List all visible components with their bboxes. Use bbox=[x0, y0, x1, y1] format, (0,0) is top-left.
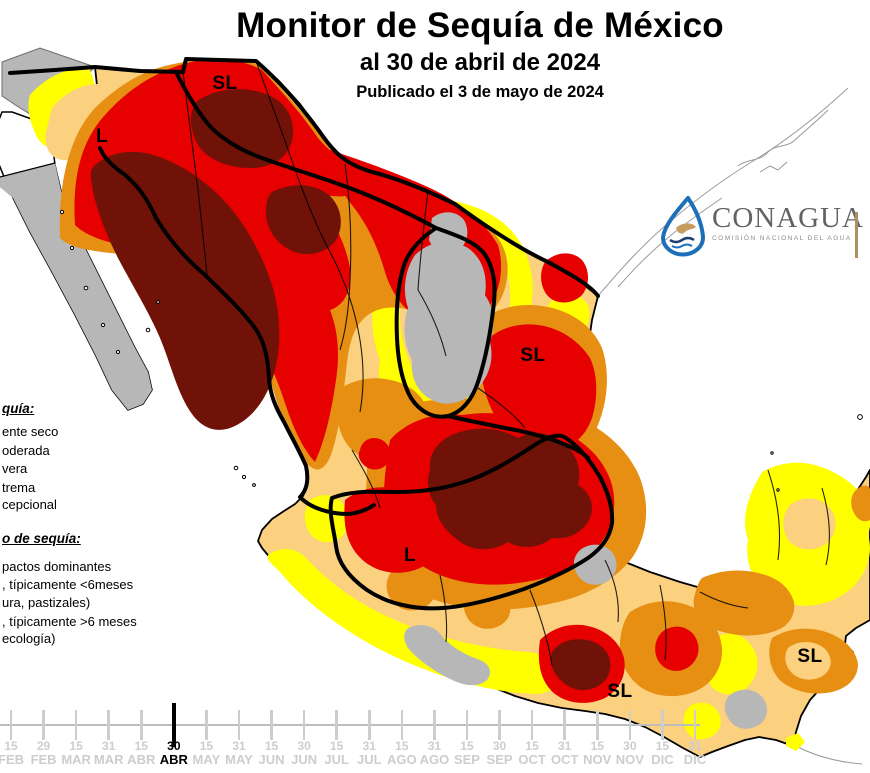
legend-item-d0: ente seco bbox=[2, 424, 59, 439]
timeline-tick-31-JUL bbox=[368, 710, 371, 740]
timeline-tick-15-NOV bbox=[596, 710, 599, 740]
timeline-label-29-FEB: 29 FEB bbox=[30, 739, 57, 767]
timeline-label-31-JUL: 31 JUL bbox=[356, 739, 382, 767]
timeline-label-31-DIC: 31 DIC bbox=[683, 739, 707, 767]
timeline-tick-15-ABR bbox=[140, 710, 143, 740]
legend-item-d2: vera bbox=[2, 461, 28, 476]
legend-type-line-3: ura, pastizales) bbox=[2, 595, 91, 610]
impact-region-boundaries bbox=[8, 57, 615, 611]
timeline-tick-15-JUN bbox=[270, 710, 273, 740]
timeline-tick-15-DIC bbox=[661, 710, 664, 740]
us-border-line bbox=[8, 57, 600, 298]
timeline-tick-31-AGO bbox=[433, 710, 436, 740]
timeline-tick-15-FEB bbox=[9, 710, 13, 740]
timeline-tick-30-ABR bbox=[172, 703, 176, 747]
timeline-label-15-ABR: 15 ABR bbox=[127, 739, 156, 767]
drought-fields bbox=[28, 59, 870, 751]
legend-type-line-1: pactos dominantes bbox=[2, 559, 112, 574]
timeline-label-15-AGO: 15 AGO bbox=[387, 739, 417, 767]
timeline-tick-31-OCT bbox=[563, 710, 566, 740]
timeline-label-15-JUN: 15 JUN bbox=[258, 739, 285, 767]
timeline: 15 FEB 29 FEB 15 MAR 31 MAR 15 ABR 30 ABR 15 MAY 31 MAY… bbox=[0, 690, 870, 773]
conagua-logo: CONAGUA COMISIÓN NACIONAL DEL AGUA bbox=[658, 196, 870, 260]
timeline-label-15-DIC: 15 DIC bbox=[651, 739, 674, 767]
timeline-tick-30-JUN bbox=[302, 710, 306, 740]
timeline-label-15-FEB: 15 FEB bbox=[0, 739, 24, 767]
central-loop-line bbox=[328, 433, 615, 611]
map-title: Monitor de Sequía de México bbox=[236, 6, 724, 45]
legend-type-line-2: , típicamente <6meses bbox=[2, 577, 134, 592]
northwest-coast-line bbox=[98, 146, 376, 516]
timeline-label-31-MAY: 31 MAY bbox=[225, 739, 253, 767]
legend-item-d4: cepcional bbox=[2, 497, 57, 512]
legend-type-heading: o de sequía: bbox=[2, 531, 81, 546]
timeline-label-30-JUN: 30 JUN bbox=[291, 739, 318, 767]
baja-state-line bbox=[0, 162, 56, 178]
timeline-tick-15-MAY bbox=[205, 710, 208, 740]
timeline-label-31-AGO: 31 AGO bbox=[419, 739, 450, 767]
timeline-label-30-NOV: 30 NOV bbox=[615, 739, 644, 767]
timeline-tick-15-SEP bbox=[465, 710, 469, 740]
timeline-label-31-OCT: 31 OCT bbox=[550, 739, 579, 767]
timeline-tick-15-JUL bbox=[335, 710, 338, 740]
title-block: Monitor de Sequía de México al 30 de abr… bbox=[236, 6, 724, 102]
state-boundaries bbox=[182, 60, 830, 666]
map-published-date: Publicado el 3 de mayo de 2024 bbox=[356, 83, 604, 101]
islands bbox=[59, 209, 863, 492]
timeline-label-31-MAR: 31 MAR bbox=[93, 739, 124, 767]
timeline-tick-31-MAR bbox=[107, 710, 110, 740]
logo-divider-bar bbox=[855, 212, 858, 258]
timeline-tick-15-MAR bbox=[74, 710, 78, 740]
map-date: al 30 de abril de 2024 bbox=[359, 49, 601, 76]
guatemala-coastline bbox=[795, 745, 863, 765]
timeline-tick-15-AGO bbox=[400, 710, 404, 740]
timeline-axis bbox=[0, 724, 700, 726]
legend-item-d3: trema bbox=[2, 480, 36, 495]
timeline-tick-15-OCT bbox=[530, 710, 534, 740]
legend-type-line-4: , típicamente >6 meses bbox=[2, 614, 137, 629]
texas-coastline bbox=[597, 87, 849, 297]
timeline-label-15-NOV: 15 NOV bbox=[583, 739, 612, 767]
timeline-tick-31-DIC bbox=[693, 710, 697, 740]
timeline-label-15-MAY: 15 MAY bbox=[192, 739, 221, 767]
timeline-tick-29-FEB bbox=[42, 710, 45, 740]
timeline-label-15-JUL: 15 JUL bbox=[324, 739, 349, 767]
conagua-subtitle: COMISIÓN NACIONAL DEL AGUA bbox=[712, 235, 852, 242]
timeline-label-15-MAR: 15 MAR bbox=[61, 739, 91, 767]
legend-item-d1: oderada bbox=[2, 443, 50, 458]
timeline-tick-30-SEP bbox=[498, 710, 501, 740]
timeline-label-30-SEP: 30 SEP bbox=[486, 739, 513, 767]
timeline-label-15-OCT: 15 OCT bbox=[518, 739, 546, 767]
conagua-wordmark: CONAGUA bbox=[712, 202, 864, 234]
baja-sur-gray bbox=[0, 163, 152, 410]
legend-type-line-5: ecología) bbox=[2, 631, 56, 646]
timeline-tick-31-MAY bbox=[237, 710, 241, 740]
timeline-tick-30-NOV bbox=[628, 710, 632, 740]
timeline-label-30-ABR: 30 ABR bbox=[159, 739, 188, 767]
north-divider-line bbox=[175, 72, 497, 419]
timeline-label-15-SEP: 15 SEP bbox=[453, 739, 480, 767]
legend-intensity-heading: quía: bbox=[2, 401, 35, 416]
water-drop-eagle-icon bbox=[660, 196, 706, 257]
